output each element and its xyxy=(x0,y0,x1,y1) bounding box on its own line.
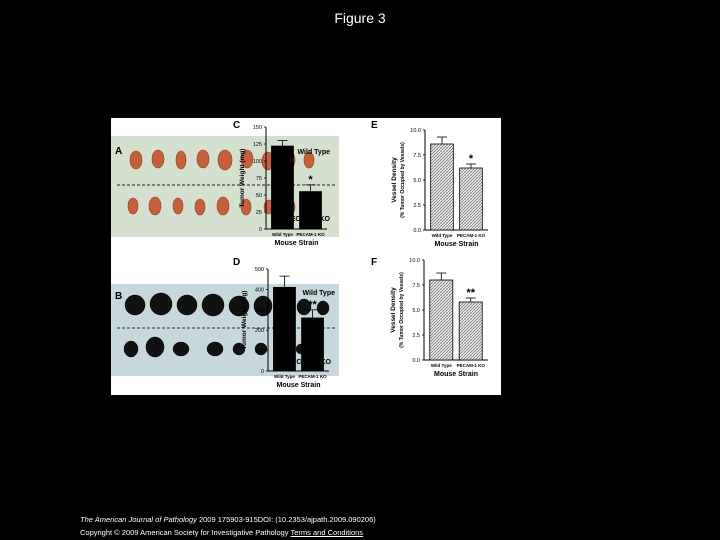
y-tick-label: 5.0 xyxy=(412,308,420,314)
bar xyxy=(301,317,324,372)
y-tick-label: 500 xyxy=(255,267,264,273)
x-tick-label: Wild Type xyxy=(431,363,452,368)
x-tick-label: PECAM-1 KO xyxy=(296,232,325,237)
panel-letter-c: C xyxy=(233,120,240,131)
copyright-text: Copyright © 2009 American Society for In… xyxy=(80,528,289,537)
bar xyxy=(430,143,454,231)
photo-a: A Wild Type PECAM-1 KO xyxy=(111,136,339,237)
panel-letter-b: B xyxy=(115,291,122,302)
y-tick-label: 75 xyxy=(256,176,262,182)
y-tick-label: 0.0 xyxy=(412,358,420,364)
citation-text: 2009 175903-915DOI: (10.2353/ajpath.2009… xyxy=(196,515,376,524)
y-axis-sublabel: (% Tumor Occupied by Vessels) xyxy=(399,272,405,348)
y-axis-label: Vessel Density xyxy=(391,157,398,203)
y-tick-label: 7.5 xyxy=(412,283,420,289)
y-tick-label: 2.5 xyxy=(413,203,421,209)
panel-letter-d: D xyxy=(233,257,240,268)
chart-panel-e: E 0.0 2.5 5.0 7.5 10.0 Wild Type * PECAM-1 KO Mou… xyxy=(371,120,488,248)
y-tick-label: 25 xyxy=(256,210,262,216)
x-tick-label: PECAM-1 KO xyxy=(457,363,486,368)
copyright-line: Copyright © 2009 American Society for In… xyxy=(80,526,680,539)
y-tick-label: 400 xyxy=(255,287,264,293)
bar xyxy=(271,145,294,230)
y-tick-label: 0 xyxy=(261,369,264,375)
y-tick-label: 100 xyxy=(253,159,262,165)
bar xyxy=(458,301,483,361)
y-tick-label: 200 xyxy=(255,328,264,334)
y-tick-label: 100 xyxy=(255,349,264,355)
figure-caption: The American Journal of Pathology 2009 1… xyxy=(80,513,680,539)
y-tick-label: 150 xyxy=(253,125,262,131)
y-tick-label: 0 xyxy=(259,227,262,233)
slide-title: Figure 3 xyxy=(334,10,386,26)
citation-line: The American Journal of Pathology 2009 1… xyxy=(80,513,680,526)
photo-a-top-label: Wild Type xyxy=(298,149,331,156)
y-tick-label: 10.0 xyxy=(410,128,421,134)
chart-panel-f: F 0.0 2.5 5.0 7.5 10.0 Wild Type ** PECAM-1 KO Mo… xyxy=(371,257,488,378)
y-tick-label: 7.5 xyxy=(413,153,421,159)
photo-b-top-label: Wild Type xyxy=(303,290,336,297)
chart-panel-c: C 0 25 50 75 100 125 150 Wild Type * PECAM-1 KO Mou… xyxy=(233,120,327,247)
y-tick-label: 300 xyxy=(255,308,264,314)
figure-panel: A Wild Type PECAM-1 KO B Wild Type PECAM… xyxy=(111,118,501,395)
x-axis-label: Mouse Strain xyxy=(277,382,321,389)
x-tick-label: PECAM-1 KO xyxy=(298,374,327,379)
y-tick-label: 10.0 xyxy=(409,258,420,264)
panel-letter-a: A xyxy=(115,146,122,157)
bar xyxy=(429,279,454,361)
journal-name: The American Journal of Pathology xyxy=(80,515,197,524)
significance-marker: ** xyxy=(308,299,317,311)
y-tick-label: 0.0 xyxy=(413,228,421,234)
terms-link[interactable]: Terms and Conditions xyxy=(290,528,364,537)
bar xyxy=(459,167,483,231)
significance-marker: * xyxy=(469,153,474,165)
y-tick-label: 50 xyxy=(256,193,262,199)
x-tick-label: Wild Type xyxy=(432,233,453,238)
significance-marker: * xyxy=(308,174,313,186)
bar xyxy=(273,286,296,372)
x-tick-label: PECAM-1 KO xyxy=(457,233,486,238)
y-tick-label: 2.5 xyxy=(412,333,420,339)
y-axis-sublabel: (% Tumor Occupied by Vessels) xyxy=(400,142,406,218)
significance-marker: ** xyxy=(466,287,475,299)
bar xyxy=(299,191,322,230)
y-axis-label: Vessel Density xyxy=(390,287,397,333)
x-axis-label: Mouse Strain xyxy=(434,371,478,378)
x-tick-label: Wild Type xyxy=(272,232,293,237)
y-tick-label: 125 xyxy=(253,142,262,148)
y-axis-label: Tumor Weight (mg) xyxy=(241,291,248,350)
x-axis-label: Mouse Strain xyxy=(275,240,319,247)
y-axis-label: Tumor Weight (mg) xyxy=(239,149,246,208)
x-axis-label: Mouse Strain xyxy=(435,241,479,248)
panel-letter-e: E xyxy=(371,120,378,131)
chart-panel-d: D 0 100 200 300 400 500 Wild Type ** PECAM-1 KO Mo… xyxy=(233,257,329,389)
panel-letter-f: F xyxy=(371,257,377,268)
y-tick-label: 5.0 xyxy=(413,178,421,184)
x-tick-label: Wild Type xyxy=(274,374,295,379)
